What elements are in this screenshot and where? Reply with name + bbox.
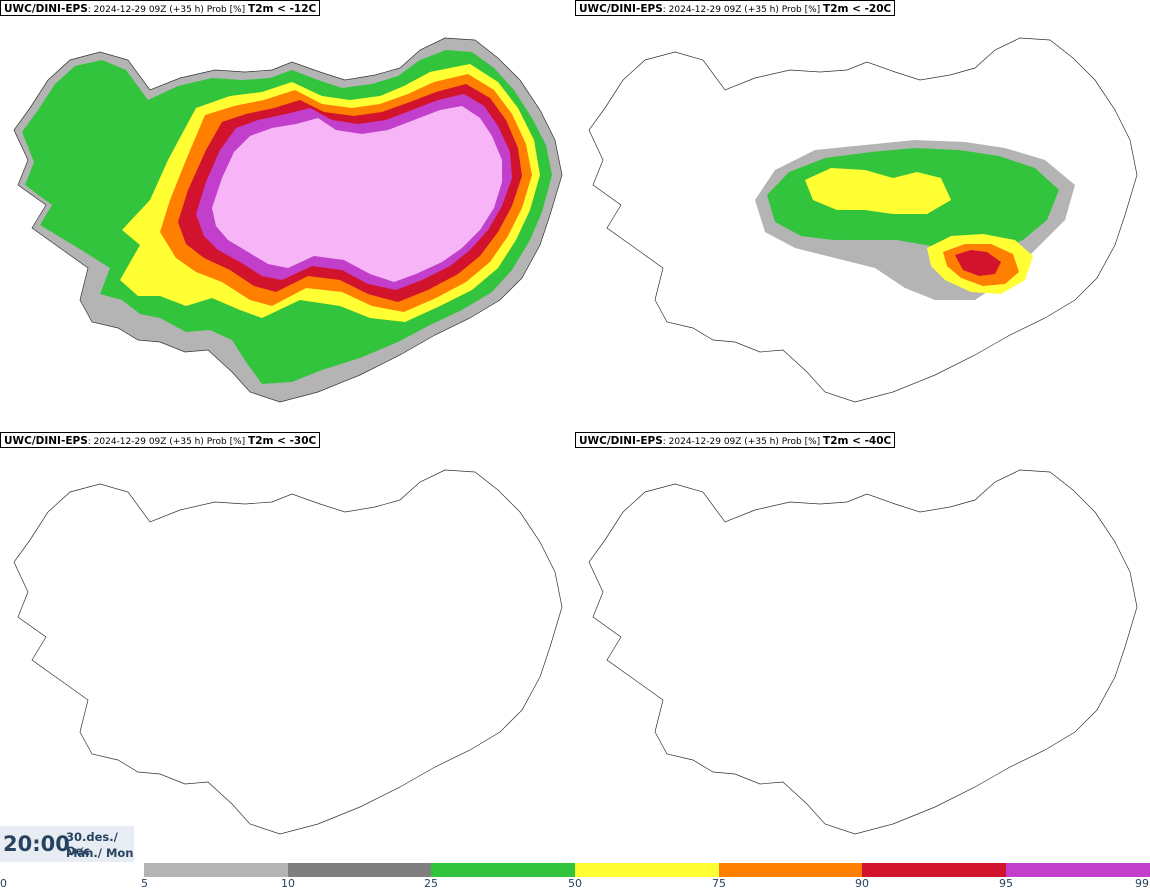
coastline (588, 469, 1138, 835)
run-info: : 2024-12-29 09Z (+35 h) Prob [%] (662, 437, 821, 447)
iceland-map (13, 37, 563, 403)
run-info: : 2024-12-29 09Z (+35 h) Prob [%] (662, 5, 821, 15)
prob-pink (212, 106, 502, 282)
run-info: : 2024-12-29 09Z (+35 h) Prob [%] (87, 5, 246, 15)
legend-tick: 0 (0, 877, 7, 890)
legend-tick: 50 (568, 877, 582, 890)
valid-time-date: 30.des./ Dec (66, 830, 118, 858)
valid-time-clock: 20:00 (3, 832, 70, 856)
iceland-map (588, 37, 1138, 403)
model-name: UWC/DINI-EPS (579, 435, 663, 447)
threshold: T2m < -20C (823, 3, 892, 15)
threshold: T2m < -40C (823, 435, 892, 447)
legend-segment (719, 863, 862, 877)
legend-segment (431, 863, 575, 877)
coastline (13, 37, 563, 403)
map-panel-t2m-40: UWC/DINI-EPS: 2024-12-29 09Z (+35 h) Pro… (575, 432, 1150, 864)
iceland-map (588, 469, 1138, 835)
panel-title: UWC/DINI-EPS: 2024-12-29 09Z (+35 h) Pro… (575, 432, 896, 448)
legend-tick: 25 (424, 877, 438, 890)
legend-segment (575, 863, 719, 877)
legend-tick: 5 (141, 877, 148, 890)
panel-title: UWC/DINI-EPS: 2024-12-29 09Z (+35 h) Pro… (575, 0, 896, 16)
legend-segment (288, 863, 431, 877)
legend-segment (862, 863, 1006, 877)
legend-tick: 90 (855, 877, 869, 890)
legend-tick: 10 (281, 877, 295, 890)
model-name: UWC/DINI-EPS (4, 435, 88, 447)
map-panel-t2m-30: UWC/DINI-EPS: 2024-12-29 09Z (+35 h) Pro… (0, 432, 575, 864)
coastline (13, 469, 563, 835)
threshold: T2m < -12C (248, 3, 317, 15)
valid-time-day: Mán./ Mon (66, 846, 134, 860)
model-name: UWC/DINI-EPS (4, 3, 88, 15)
valid-time-box: 20:00 30.des./ Dec Mán./ Mon (0, 826, 134, 862)
legend-tick: 99 (1135, 877, 1149, 890)
model-name: UWC/DINI-EPS (579, 3, 663, 15)
prob-red (955, 250, 1001, 276)
legend-segment (1006, 863, 1150, 877)
legend-segment (144, 863, 288, 877)
panel-title: UWC/DINI-EPS: 2024-12-29 09Z (+35 h) Pro… (0, 432, 321, 448)
legend-tick: 75 (712, 877, 726, 890)
probability-legend: 0 5 10 25 50 75 90 95 99 (0, 862, 1150, 891)
coastline (588, 37, 1138, 403)
threshold: T2m < -30C (248, 435, 317, 447)
run-info: : 2024-12-29 09Z (+35 h) Prob [%] (87, 437, 246, 447)
legend-tick: 95 (999, 877, 1013, 890)
map-panel-t2m-12: UWC/DINI-EPS: 2024-12-29 09Z (+35 h) Pro… (0, 0, 575, 432)
map-panel-t2m-20: UWC/DINI-EPS: 2024-12-29 09Z (+35 h) Pro… (575, 0, 1150, 432)
panel-title: UWC/DINI-EPS: 2024-12-29 09Z (+35 h) Pro… (0, 0, 321, 16)
iceland-map (13, 469, 563, 835)
